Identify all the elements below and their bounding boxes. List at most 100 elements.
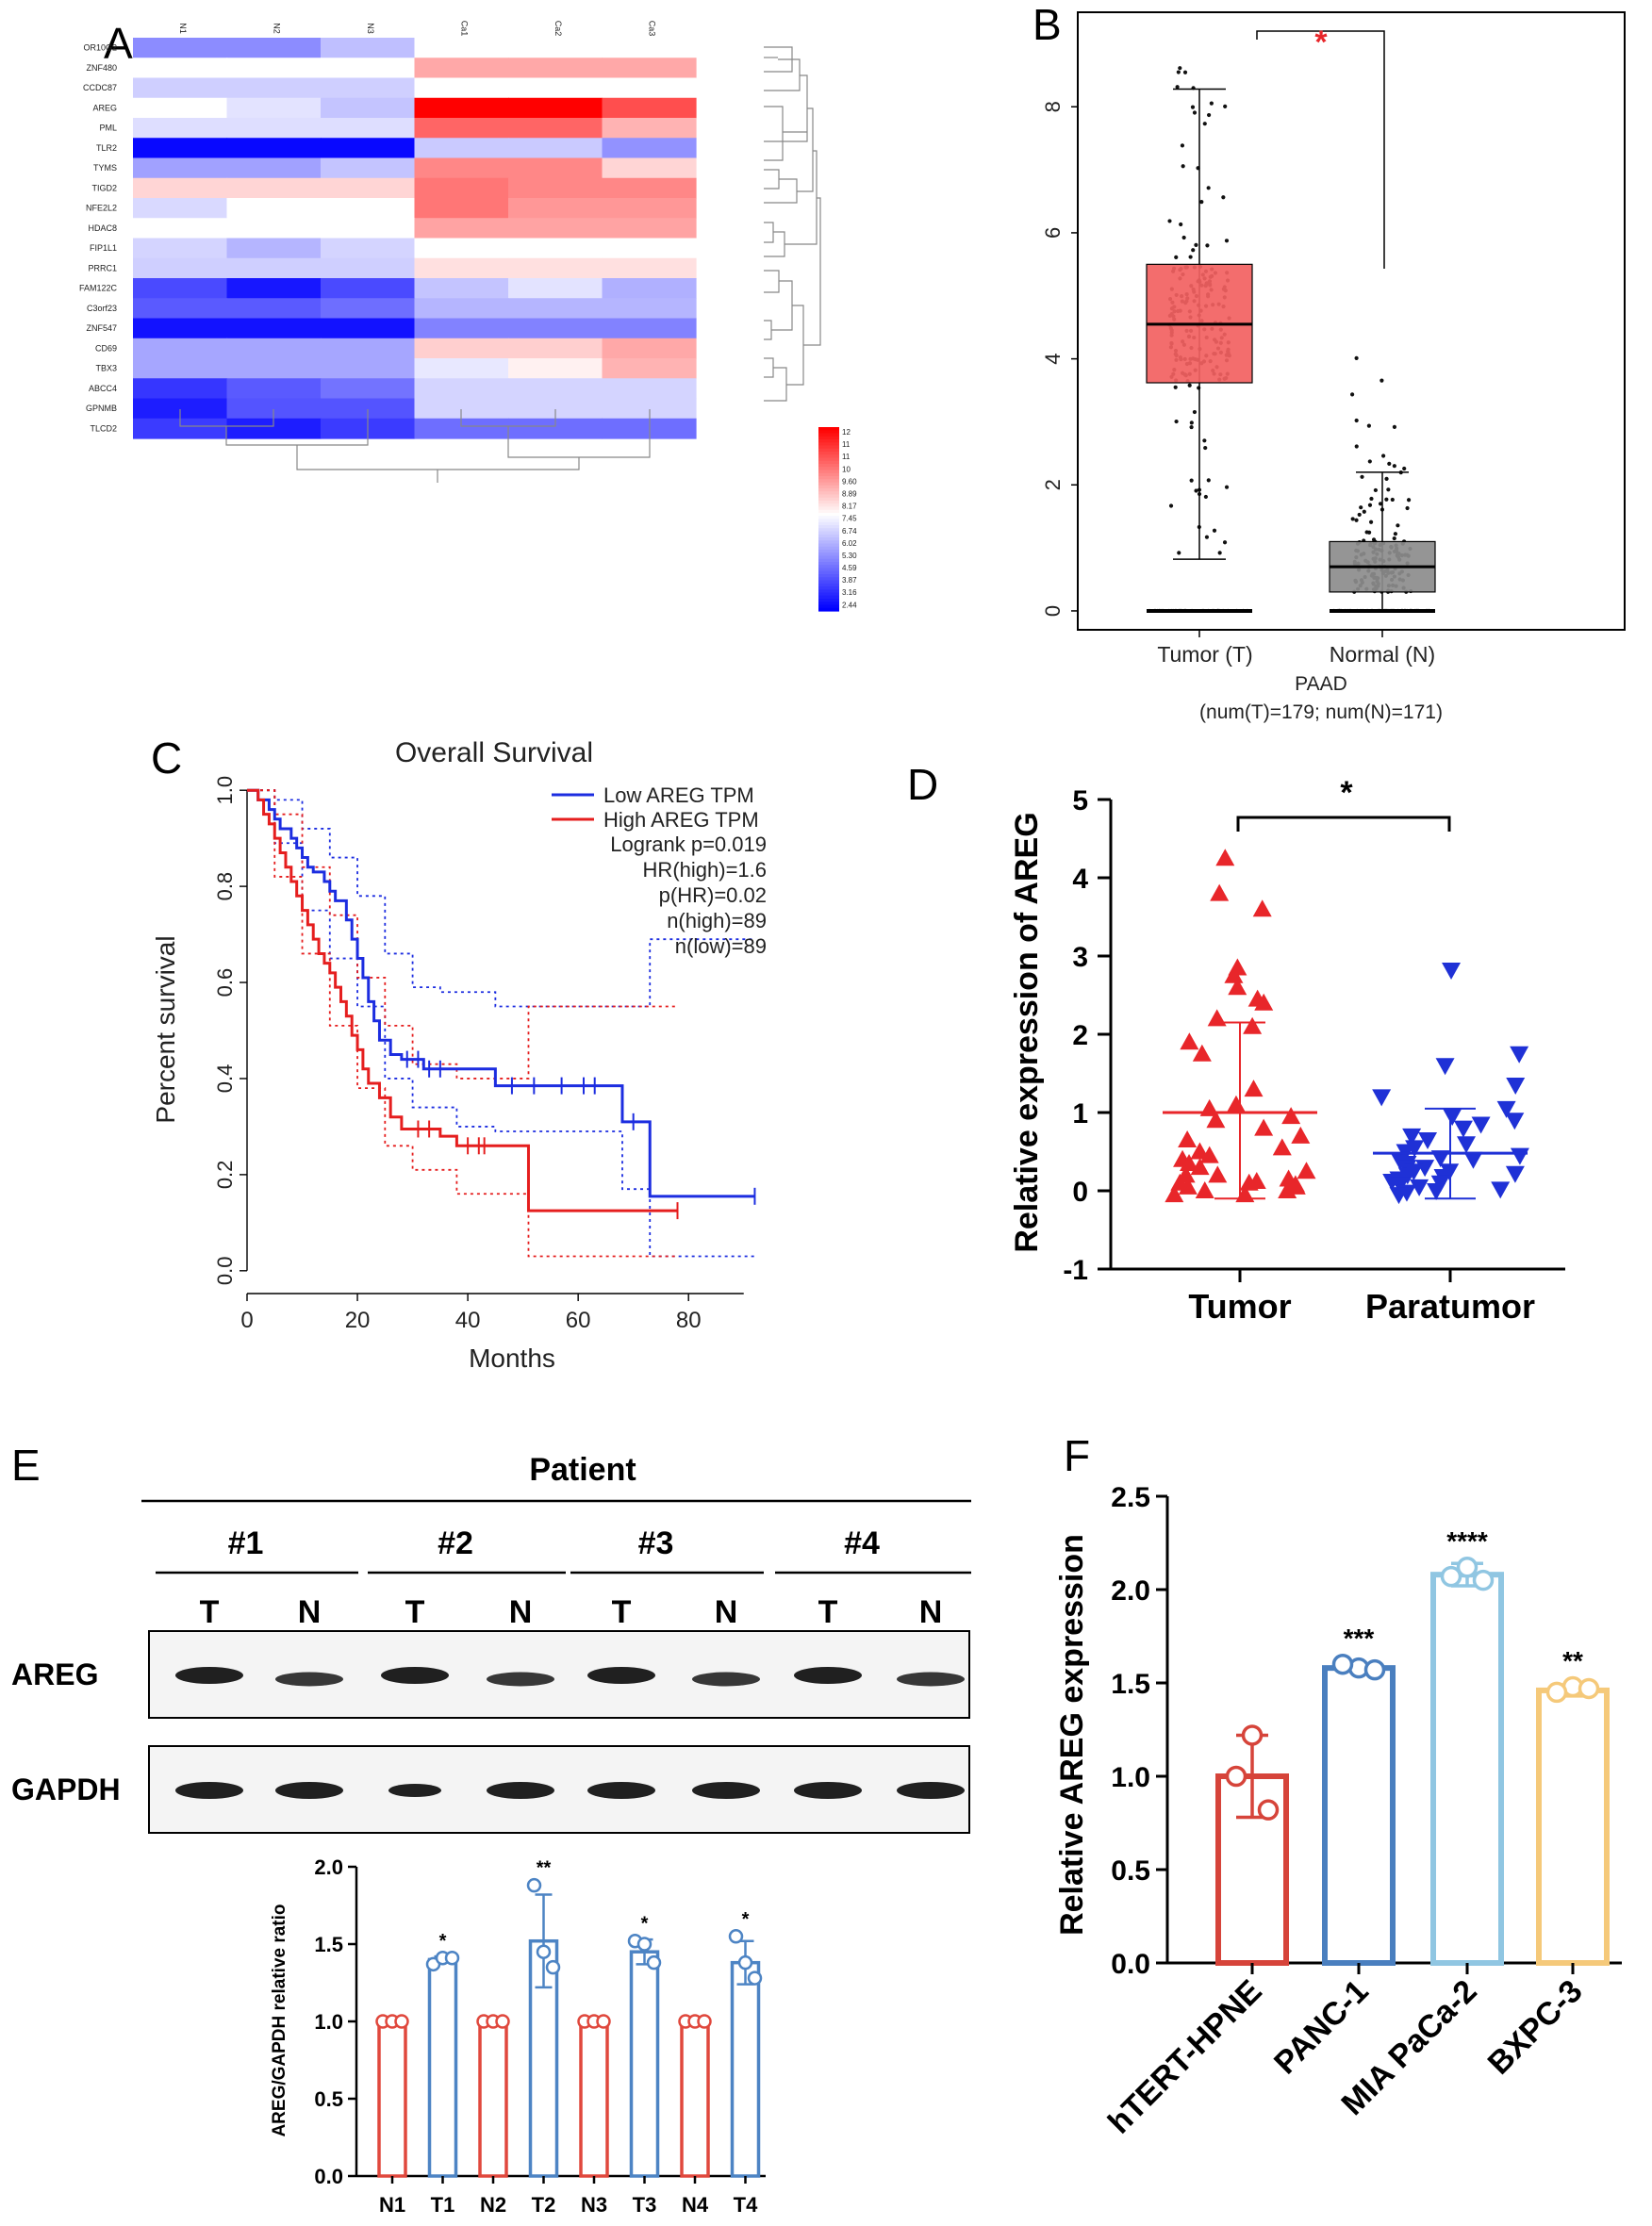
heatmap-cell bbox=[602, 218, 697, 239]
heatmap-cell bbox=[133, 97, 228, 119]
heatmap-cell bbox=[133, 358, 228, 379]
scatter-point bbox=[1180, 1032, 1199, 1050]
legend-swatch bbox=[818, 503, 839, 508]
legend-swatch bbox=[818, 595, 839, 600]
heatmap-row-label: PML bbox=[99, 124, 117, 133]
heatmap-cell bbox=[602, 157, 697, 179]
scatter-points bbox=[1163, 849, 1529, 1205]
panel-label-e: E bbox=[11, 1441, 41, 1490]
ratio-point bbox=[444, 1951, 460, 1966]
cell-y-tick-label: 2.5 bbox=[1111, 1482, 1150, 1513]
ratio-bar bbox=[629, 1950, 660, 2178]
cell-point bbox=[1578, 1677, 1600, 1700]
legend-swatch bbox=[818, 452, 839, 455]
boxplot-point bbox=[1371, 537, 1377, 542]
boxplot-point bbox=[1354, 355, 1359, 360]
heatmap-cell bbox=[508, 378, 603, 400]
legend-swatch bbox=[818, 552, 839, 557]
heatmap-cell bbox=[602, 177, 697, 199]
heatmap-cell bbox=[602, 378, 697, 400]
heatmap-cell bbox=[602, 138, 697, 159]
legend-swatch bbox=[818, 470, 839, 474]
heatmap-cell bbox=[414, 198, 509, 219]
heatmap-cell bbox=[602, 38, 697, 58]
blot-band bbox=[897, 1672, 965, 1687]
heatmap-cell bbox=[321, 77, 416, 99]
boxplot-point bbox=[1350, 517, 1355, 521]
ratio-point bbox=[536, 1944, 552, 1959]
heatmap-row-label: OR10G2 bbox=[83, 43, 117, 53]
boxplot-point bbox=[1203, 494, 1208, 500]
heatmap-cell bbox=[414, 118, 509, 139]
heatmap-column-label: N3 bbox=[366, 23, 375, 34]
lane-label: N bbox=[298, 1594, 322, 1630]
heatmap-row-dendrogram-branch bbox=[771, 280, 793, 331]
blot-band bbox=[175, 1782, 243, 1799]
survival-y-tick-label: 0.6 bbox=[213, 968, 237, 998]
survival-annotation: HR(high)=1.6 bbox=[643, 858, 767, 882]
survival-annotation: n(low)=89 bbox=[675, 934, 767, 958]
cell-point bbox=[1545, 1681, 1568, 1704]
heatmap-column-label: N2 bbox=[272, 23, 281, 34]
boxplot-y-axis: 0 2 4 6 8 bbox=[1041, 101, 1078, 617]
scatter-point bbox=[1247, 1172, 1266, 1190]
heatmap-cell bbox=[602, 398, 697, 420]
survival-x-tick-label: 60 bbox=[566, 1308, 591, 1333]
ratio-y-tick-label: 2.0 bbox=[314, 1855, 343, 1879]
scatter-point bbox=[1418, 1132, 1438, 1150]
ratio-point bbox=[545, 1959, 561, 1975]
heatmap-cell bbox=[602, 58, 697, 79]
lane-label: T bbox=[818, 1594, 838, 1630]
heatmap-cell bbox=[602, 198, 697, 219]
heatmap-dendrograms bbox=[179, 46, 821, 483]
legend-label: 12 bbox=[842, 428, 851, 437]
ratio-point bbox=[636, 1937, 653, 1952]
ratio-x-label: T4 bbox=[734, 2193, 758, 2217]
scatter-point bbox=[1505, 1113, 1525, 1130]
heatmap-cell bbox=[414, 378, 509, 400]
cell-point bbox=[1472, 1569, 1495, 1591]
ratio-y-axis-label: AREG/GAPDH relative ratio bbox=[270, 1904, 289, 2136]
survival-y-tick-label: 0.4 bbox=[213, 1064, 237, 1094]
scatter-point bbox=[1195, 1181, 1214, 1198]
cell-x-label: hTERT-HPNE bbox=[1101, 1973, 1269, 2141]
heatmap-cell bbox=[508, 198, 603, 219]
heatmap-cell bbox=[226, 198, 322, 219]
heatmap-cell bbox=[321, 157, 416, 179]
heatmap-row-label: FAM122C bbox=[79, 284, 118, 293]
heatmap-row-label: TYMS bbox=[93, 163, 117, 173]
ratio-bar bbox=[478, 2020, 508, 2178]
survival-y-tick-label: 1.0 bbox=[213, 776, 237, 805]
heatmap-row-label: CD69 bbox=[95, 343, 117, 353]
boxplot-point bbox=[1369, 496, 1374, 502]
legend-swatch bbox=[818, 546, 839, 551]
heatmap-cell bbox=[133, 218, 228, 239]
legend-swatch bbox=[818, 570, 839, 575]
scatter-point bbox=[1272, 1138, 1292, 1156]
blot-band bbox=[275, 1782, 343, 1799]
scatter-significance-bracket bbox=[1236, 816, 1451, 832]
boxplot-point bbox=[1392, 536, 1396, 541]
heatmap-cell bbox=[508, 58, 603, 79]
survival-x-axis-label: Months bbox=[469, 1344, 555, 1373]
heatmap-cell bbox=[321, 358, 416, 379]
boxplot-point bbox=[1367, 459, 1372, 464]
heatmap-row-labels: OR10G2 ZNF480 CCDC87 AREG PML TLR2 TYMS TIGD2 NF… bbox=[79, 43, 118, 434]
heatmap-cell bbox=[133, 298, 228, 320]
scatter-point bbox=[1243, 1016, 1263, 1034]
boxplot-point bbox=[1224, 239, 1230, 243]
heatmap-cell bbox=[133, 318, 228, 339]
scatter-y-tick-label: -1 bbox=[1063, 1255, 1088, 1286]
blot-band bbox=[794, 1782, 862, 1799]
scatter-point bbox=[1281, 1107, 1301, 1125]
boxplot-point bbox=[1191, 248, 1196, 253]
legend-label: 7.45 bbox=[842, 515, 857, 523]
boxplot-point bbox=[1189, 424, 1194, 430]
heatmap-cells bbox=[133, 38, 697, 439]
scatter-y-axis-label: Relative expression of AREG bbox=[1009, 812, 1045, 1252]
boxplot-point bbox=[1202, 122, 1207, 126]
heatmap-cell bbox=[133, 378, 228, 400]
cell-point bbox=[1241, 1724, 1264, 1746]
boxplot-point bbox=[1177, 551, 1181, 555]
